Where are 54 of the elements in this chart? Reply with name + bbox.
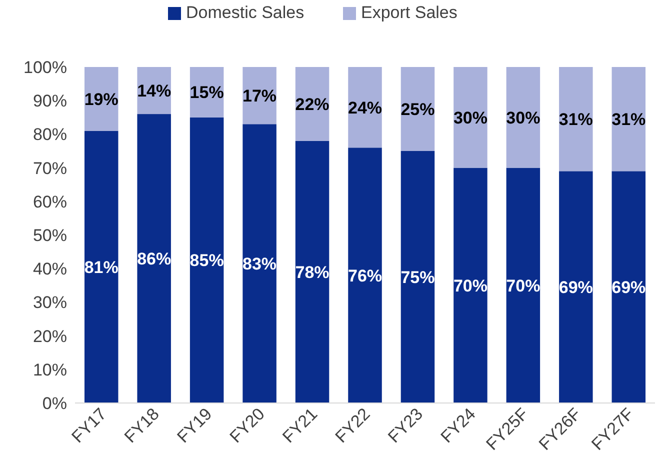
bar xyxy=(242,124,276,403)
y-tick-label: 50% xyxy=(32,226,67,245)
data-label: 76% xyxy=(348,266,382,286)
bar xyxy=(559,171,593,403)
bar xyxy=(506,67,540,168)
y-tick-label: 20% xyxy=(32,326,67,346)
bar xyxy=(190,117,224,403)
y-tick-label: 0% xyxy=(42,394,67,413)
data-label: 83% xyxy=(242,254,277,274)
bar xyxy=(400,151,435,403)
bar xyxy=(242,67,276,124)
data-label: 69% xyxy=(558,278,593,298)
legend-label: Export Sales xyxy=(361,3,458,22)
y-tick-label: 90% xyxy=(32,92,67,111)
bar xyxy=(506,168,540,403)
y-tick-label: 80% xyxy=(32,125,67,144)
y-tick-label: 10% xyxy=(32,360,67,380)
data-label: 25% xyxy=(400,100,435,119)
data-label: 22% xyxy=(295,94,330,114)
data-label: 30% xyxy=(506,108,540,128)
y-tick-label: 100% xyxy=(24,58,67,77)
data-label: 19% xyxy=(84,90,118,109)
data-label: 70% xyxy=(506,276,540,296)
data-label: 15% xyxy=(190,83,224,102)
legend-label: Domestic Sales xyxy=(186,3,304,22)
data-label: 31% xyxy=(612,110,646,130)
data-label: 69% xyxy=(612,278,646,298)
y-tick-label: 40% xyxy=(32,260,67,279)
data-label: 70% xyxy=(453,276,488,296)
data-label: 78% xyxy=(295,262,330,282)
y-tick-label: 30% xyxy=(32,293,67,312)
bar xyxy=(295,67,330,141)
y-tick-label: 70% xyxy=(32,158,67,178)
data-label: 81% xyxy=(84,258,118,277)
data-label: 75% xyxy=(400,268,435,287)
bar xyxy=(137,114,171,403)
data-label: 86% xyxy=(137,250,172,269)
data-label: 14% xyxy=(137,82,172,101)
bar xyxy=(612,67,646,172)
bar xyxy=(400,67,435,151)
data-label: 24% xyxy=(348,98,382,118)
bar xyxy=(559,67,593,172)
data-label: 85% xyxy=(190,251,224,270)
bar xyxy=(454,67,488,168)
bar xyxy=(84,130,118,403)
data-label: 31% xyxy=(558,110,593,130)
bar xyxy=(348,148,382,403)
bar xyxy=(612,171,646,403)
bar xyxy=(295,140,330,403)
y-tick-label: 60% xyxy=(32,192,67,212)
data-label: 17% xyxy=(242,86,277,106)
data-label: 30% xyxy=(453,108,488,128)
bar xyxy=(348,67,382,148)
bar xyxy=(454,168,488,403)
